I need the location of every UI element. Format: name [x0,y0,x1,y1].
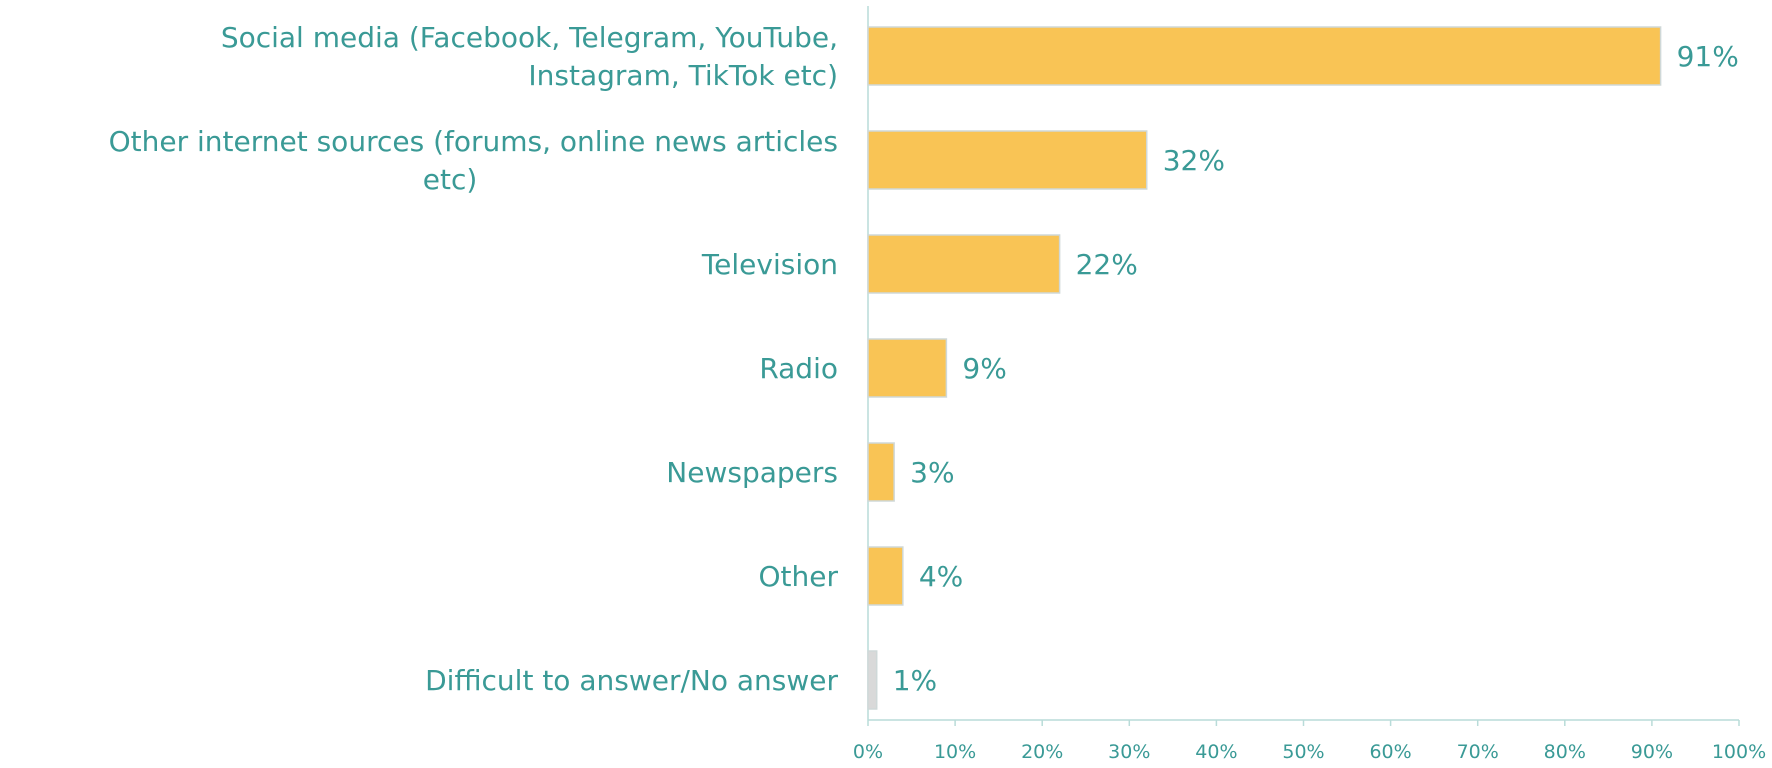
category-label: Radio [759,352,838,385]
bar [867,338,948,398]
data-label: 32% [1163,144,1225,177]
category-label-line: Newspapers [666,456,838,489]
x-tick-label: 90% [1631,741,1673,763]
category-label: Other internet sources (forums, online n… [109,125,838,196]
bar [867,130,1148,190]
category-label-line: Difficult to answer/No answer [425,664,838,697]
x-tick-label: 70% [1457,741,1499,763]
category-label-line: Radio [759,352,838,385]
bar [867,26,1662,86]
x-tick-label: 100% [1712,741,1766,763]
data-label: 22% [1076,248,1138,281]
x-tick-label: 40% [1195,741,1237,763]
category-label-line: Television [701,248,838,281]
category-label: Other [758,560,838,593]
x-tick-label: 50% [1282,741,1324,763]
data-label: 4% [919,560,963,593]
category-label-line: Social media (Facebook, Telegram, YouTub… [221,21,838,54]
bar [867,234,1061,294]
x-tick-label: 30% [1108,741,1150,763]
x-tick-label: 0% [853,741,883,763]
data-label: 91% [1677,40,1739,73]
data-label: 3% [910,456,954,489]
category-label-line: Other [758,560,838,593]
category-label-line: Other internet sources (forums, online n… [109,125,838,158]
category-label-line: etc) [423,163,478,196]
category-label: Television [701,248,838,281]
bar [867,442,895,502]
category-label: Social media (Facebook, Telegram, YouTub… [221,21,838,92]
x-tick-label: 60% [1369,741,1411,763]
bar [867,650,878,710]
category-label: Difficult to answer/No answer [425,664,838,697]
bar [867,546,904,606]
x-tick-label: 20% [1021,741,1063,763]
category-label: Newspapers [666,456,838,489]
data-label: 9% [962,352,1006,385]
x-tick-label: 10% [934,741,976,763]
x-tick-label: 80% [1544,741,1586,763]
data-label: 1% [893,664,937,697]
category-label-line: Instagram, TikTok etc) [528,59,838,92]
